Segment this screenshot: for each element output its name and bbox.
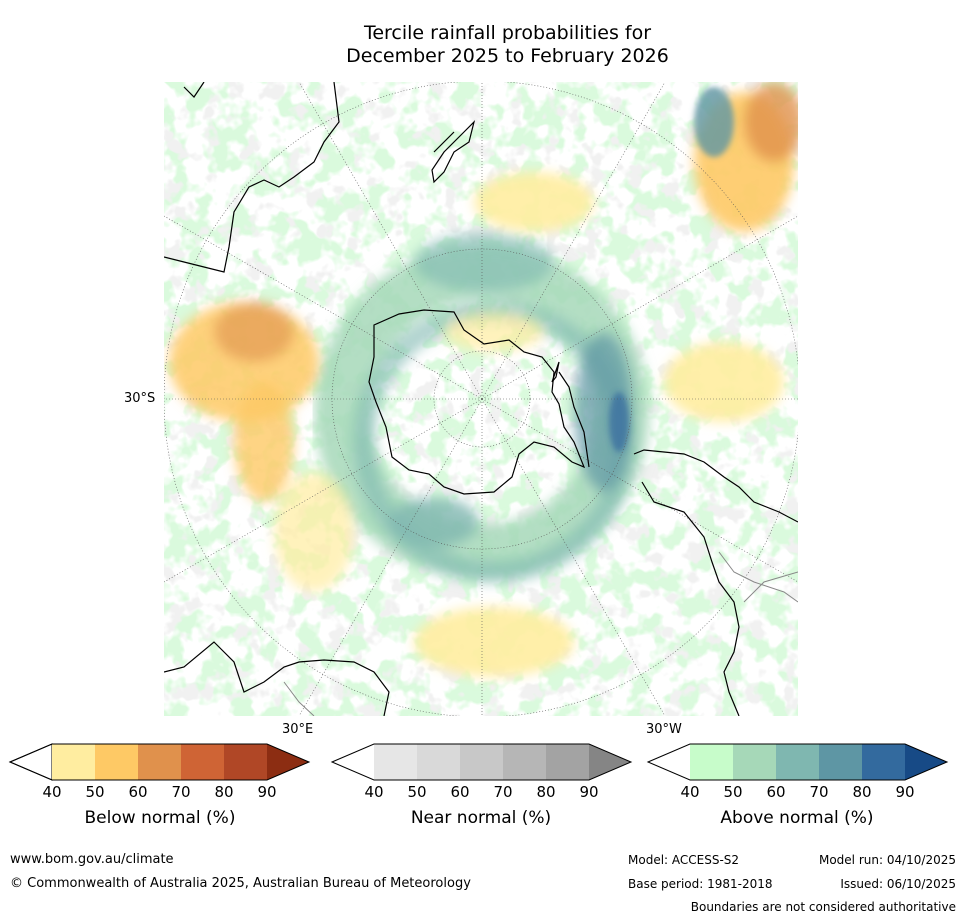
tick-label: 90 (895, 783, 915, 801)
colorbar-near-swatch-4 (546, 744, 589, 780)
tick-label: 90 (579, 783, 599, 801)
colorbar-above-swatch-2 (776, 744, 819, 780)
colorbar-near-low-arrow (332, 744, 374, 780)
graticule (164, 82, 798, 716)
colorbar-above-swatch-3 (819, 744, 862, 780)
lon-label-30w: 30°W (646, 722, 682, 737)
below-normal-patches (169, 82, 798, 677)
colorbar-near-swatch-0 (374, 744, 417, 780)
colorbar-above-high-arrow (905, 744, 947, 780)
colorbar-near-swatch-3 (503, 744, 546, 780)
colorbar-below-high-arrow (267, 744, 309, 780)
tick-label: 70 (809, 783, 829, 801)
colorbar-near-normal (330, 743, 633, 781)
legend-above-normal (646, 743, 950, 785)
tick-label: 50 (407, 783, 427, 801)
colorbar-above-swatch-4 (862, 744, 905, 780)
lon-label-30e: 30°E (282, 722, 314, 737)
dark-blue-patches (609, 87, 734, 452)
footer-base-period: Base period: 1981-2018 (628, 877, 773, 891)
colorbar-below-normal (8, 743, 311, 781)
coastlines (164, 82, 798, 716)
tick-label: 60 (450, 783, 470, 801)
tick-label: 40 (42, 783, 62, 801)
tick-label: 70 (171, 783, 191, 801)
legend-title-above-normal: Above normal (%) (720, 808, 874, 828)
tick-label: 90 (257, 783, 277, 801)
tick-label: 40 (680, 783, 700, 801)
colorbar-near-high-arrow (589, 744, 631, 780)
footer-model-run: Model run: 04/10/2025 (818, 853, 956, 867)
probability-map (164, 82, 798, 716)
footer-copyright: © Commonwealth of Australia 2025, Austra… (10, 876, 471, 891)
map-title: Tercile rainfall probabilities for Decem… (0, 22, 965, 68)
colorbar-near-swatch-1 (417, 744, 460, 780)
footer-website: www.bom.gov.au/climate (10, 852, 174, 867)
tick-label: 60 (766, 783, 786, 801)
colorbar-above-swatch-0 (690, 744, 733, 780)
colorbar-above-normal (646, 743, 949, 781)
tick-label: 80 (852, 783, 872, 801)
legend-near-normal (330, 743, 634, 785)
colorbar-below-swatch-2 (138, 744, 181, 780)
colorbar-below-swatch-1 (95, 744, 138, 780)
tick-label: 80 (536, 783, 556, 801)
tick-label: 40 (364, 783, 384, 801)
country-borders (283, 551, 798, 716)
map-canvas (164, 82, 798, 716)
colorbar-near-swatch-2 (460, 744, 503, 780)
tick-label: 80 (214, 783, 234, 801)
colorbar-below-swatch-3 (181, 744, 224, 780)
tick-label: 60 (128, 783, 148, 801)
legend-title-below-normal: Below normal (%) (84, 808, 236, 828)
tick-label: 50 (85, 783, 105, 801)
colorbar-below-low-arrow (8, 743, 53, 781)
colorbar-below-swatch-4 (224, 744, 267, 780)
tick-label: 70 (493, 783, 513, 801)
map-title-line2: December 2025 to February 2026 (346, 45, 669, 67)
footer-disclaimer: Boundaries are not considered authoritat… (690, 900, 956, 914)
legend-below-normal (8, 743, 312, 785)
footer-model: Model: ACCESS-S2 (628, 853, 740, 867)
colorbar-above-swatch-1 (733, 744, 776, 780)
footer-issued: Issued: 06/10/2025 (840, 877, 956, 891)
lat-label-30s: 30°S (124, 391, 156, 406)
map-title-line1: Tercile rainfall probabilities for (363, 22, 652, 44)
legend-title-near-normal: Near normal (%) (410, 808, 552, 828)
colorbar-above-low-arrow (648, 744, 690, 780)
colorbar-below-swatch-0 (52, 744, 95, 780)
tick-label: 50 (723, 783, 743, 801)
